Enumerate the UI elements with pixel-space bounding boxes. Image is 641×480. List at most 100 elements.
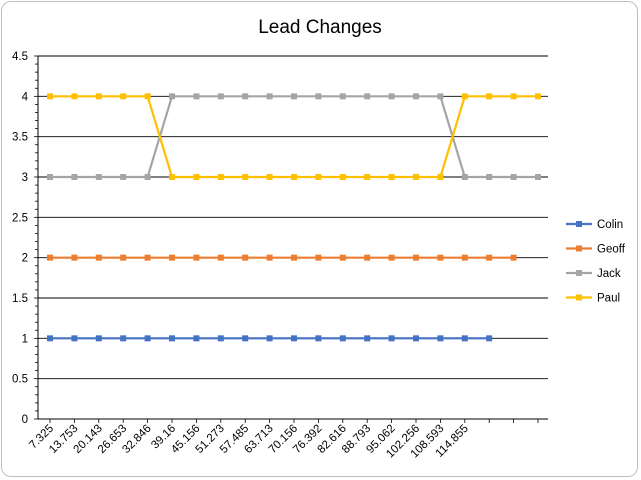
data-point bbox=[413, 254, 419, 261]
y-tick-label: 3.5 bbox=[12, 132, 28, 144]
data-point bbox=[266, 254, 273, 261]
data-point bbox=[47, 174, 53, 180]
data-point bbox=[266, 335, 273, 342]
data-point bbox=[364, 254, 371, 261]
data-point bbox=[364, 174, 371, 180]
data-point bbox=[291, 174, 297, 180]
data-point bbox=[388, 93, 395, 100]
data-point bbox=[413, 93, 419, 100]
data-point bbox=[217, 174, 224, 180]
legend-label: Jack bbox=[597, 268, 621, 280]
legend-marker bbox=[576, 221, 582, 227]
data-point bbox=[535, 93, 541, 100]
data-point bbox=[315, 335, 322, 342]
data-point bbox=[388, 335, 395, 342]
data-point bbox=[486, 93, 493, 100]
legend-label: Colin bbox=[597, 219, 623, 231]
data-point bbox=[47, 254, 53, 261]
data-point bbox=[437, 254, 444, 261]
y-tick-label: 0.5 bbox=[12, 374, 28, 386]
data-point bbox=[266, 93, 273, 100]
data-point bbox=[510, 174, 517, 180]
data-point bbox=[388, 254, 395, 261]
data-point bbox=[120, 93, 127, 100]
data-point bbox=[413, 174, 419, 180]
data-point bbox=[510, 93, 517, 100]
series-paul bbox=[47, 93, 541, 180]
data-point bbox=[242, 254, 249, 261]
legend-label: Paul bbox=[597, 293, 620, 305]
legend-marker bbox=[576, 294, 582, 301]
data-point bbox=[461, 254, 468, 261]
data-point bbox=[535, 174, 541, 180]
data-point bbox=[71, 254, 78, 261]
data-point bbox=[71, 93, 78, 100]
data-point bbox=[437, 335, 444, 342]
legend-item-geoff: Geoff bbox=[566, 244, 626, 256]
data-point bbox=[95, 254, 102, 261]
data-point bbox=[144, 174, 151, 180]
data-point bbox=[95, 174, 102, 180]
data-point bbox=[291, 335, 297, 342]
y-tick-label: 2 bbox=[22, 253, 28, 265]
data-point bbox=[71, 335, 78, 342]
data-point bbox=[364, 335, 371, 342]
data-point bbox=[437, 174, 444, 180]
data-point bbox=[486, 174, 493, 180]
data-point bbox=[217, 93, 224, 100]
gridlines bbox=[38, 55, 548, 420]
series-geoff bbox=[47, 254, 517, 261]
y-tick-label: 1 bbox=[22, 333, 28, 345]
data-point bbox=[486, 335, 493, 342]
data-point bbox=[315, 174, 322, 180]
y-tick-label: 0 bbox=[22, 414, 28, 426]
legend: Colin Geoff Jack Paul bbox=[566, 219, 626, 305]
legend-marker bbox=[576, 245, 582, 252]
data-point bbox=[315, 254, 322, 261]
series-group bbox=[47, 93, 541, 342]
chart-title: Lead Changes bbox=[258, 17, 382, 38]
y-tick-label: 1.5 bbox=[12, 293, 28, 305]
data-point bbox=[169, 335, 175, 342]
data-point bbox=[510, 254, 517, 261]
data-point bbox=[266, 174, 273, 180]
data-point bbox=[364, 93, 371, 100]
data-point bbox=[169, 174, 175, 180]
data-point bbox=[339, 335, 346, 342]
data-point bbox=[437, 93, 444, 100]
data-point bbox=[95, 93, 102, 100]
series-colin bbox=[47, 335, 493, 342]
data-point bbox=[169, 93, 175, 100]
data-point bbox=[291, 93, 297, 100]
data-point bbox=[193, 93, 200, 100]
data-point bbox=[120, 174, 127, 180]
data-point bbox=[339, 93, 346, 100]
data-point bbox=[461, 335, 468, 342]
data-point bbox=[144, 254, 151, 261]
data-point bbox=[144, 335, 151, 342]
data-point bbox=[120, 335, 127, 342]
data-point bbox=[242, 335, 249, 342]
y-tick-label: 4 bbox=[22, 91, 29, 103]
data-point bbox=[71, 174, 78, 180]
legend-marker bbox=[576, 270, 582, 276]
data-point bbox=[193, 335, 200, 342]
data-point bbox=[388, 174, 395, 180]
data-point bbox=[144, 93, 151, 100]
data-point bbox=[486, 254, 493, 261]
y-tick-label: 3 bbox=[22, 172, 28, 184]
data-point bbox=[339, 174, 346, 180]
data-point bbox=[413, 335, 419, 342]
legend-item-colin: Colin bbox=[566, 219, 623, 231]
data-point bbox=[169, 254, 175, 261]
data-point bbox=[461, 93, 468, 100]
data-point bbox=[95, 335, 102, 342]
y-tick-label: 2.5 bbox=[12, 212, 28, 224]
legend-label: Geoff bbox=[597, 244, 626, 256]
data-point bbox=[217, 335, 224, 342]
data-point bbox=[315, 93, 322, 100]
data-point bbox=[217, 254, 224, 261]
data-point bbox=[47, 335, 53, 342]
